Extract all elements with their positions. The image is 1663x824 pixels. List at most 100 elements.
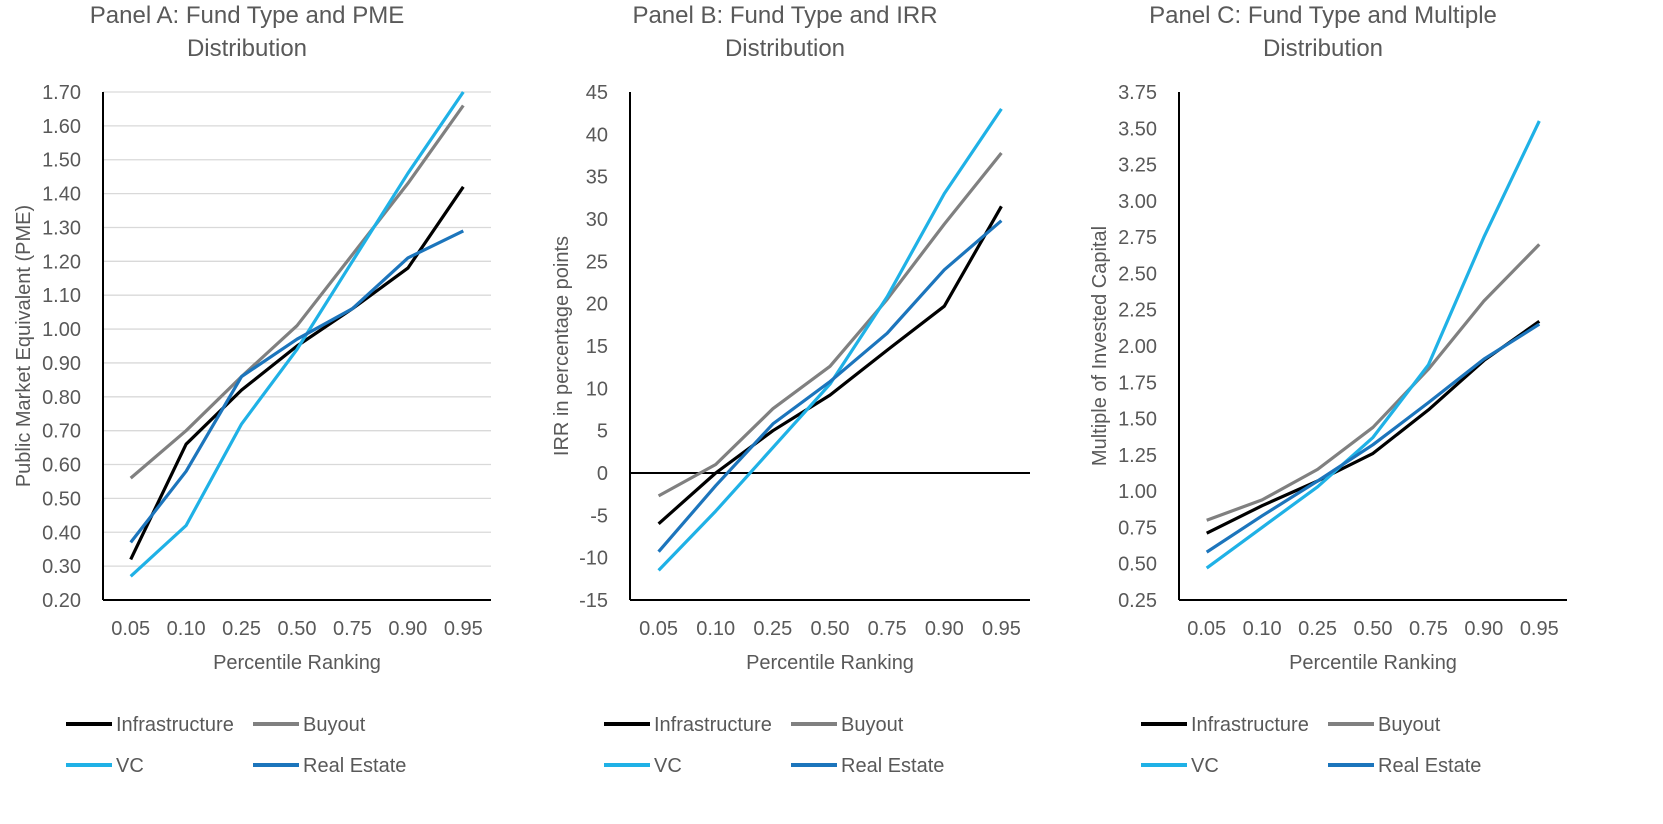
x-tick-label: 0.05 [1187,618,1226,640]
y-tick-label: 2.00 [1118,336,1157,358]
chart-panel-3: Panel C: Fund Type and Multiple Distribut… [1089,2,1567,777]
x-tick-label: 0.25 [753,618,792,640]
y-tick-label: 1.25 [1118,445,1157,467]
x-tick-label: 0.05 [639,618,678,640]
x-tick-label: 0.90 [388,618,427,640]
legend-label: Infrastructure [116,714,234,736]
y-tick-label: 2.50 [1118,263,1157,285]
x-axis-title: Percentile Ranking [746,652,914,674]
y-tick-label: 3.50 [1118,118,1157,140]
y-tick-label: 0.30 [42,556,81,578]
y-tick-label: 3.75 [1118,82,1157,104]
legend-label: VC [1191,755,1219,777]
y-tick-label: 0.40 [42,522,81,544]
legend-label: Real Estate [303,755,406,777]
x-tick-label: 0.95 [982,618,1021,640]
x-tick-label: 0.50 [1354,618,1393,640]
legend: Infrastructure Buyout VC Real Estate [1141,714,1481,777]
chart-title-line: Distribution [1263,35,1383,62]
x-tick-label: 0.05 [111,618,150,640]
chart-panel-2: Panel B: Fund Type and IRR Distribution -1… [551,2,1030,777]
chart-panel-1: Panel A: Fund Type and PME Distribution 0.… [13,2,491,777]
x-axis-title: Percentile Ranking [1289,652,1457,674]
legend-label: Infrastructure [654,714,772,736]
y-tick-label: 1.30 [42,217,81,239]
x-tick-label: 0.50 [278,618,317,640]
y-tick-label: 40 [586,124,608,146]
y-tick-label: 45 [586,82,608,104]
y-tick-label: 1.70 [42,82,81,104]
legend-label: VC [116,755,144,777]
y-tick-label: 0.50 [42,488,81,510]
y-tick-label: -10 [579,548,608,570]
x-axis-title: Percentile Ranking [213,652,381,674]
x-tick-label: 0.10 [1243,618,1282,640]
y-tick-label: 0.80 [42,387,81,409]
chart-title-line: Distribution [725,35,845,62]
y-tick-label: 0.25 [1118,590,1157,612]
y-tick-label: 0.60 [42,455,81,477]
legend-label: Infrastructure [1191,714,1309,736]
y-tick-label: 0 [597,463,608,485]
x-tick-label: 0.25 [222,618,261,640]
x-tick-label: 0.10 [167,618,206,640]
series-line-vc [1205,120,1541,570]
y-tick-label: 1.10 [42,285,81,307]
y-tick-label: 10 [586,378,608,400]
legend-label: Real Estate [1378,755,1481,777]
y-tick-label: 1.00 [42,319,81,341]
y-tick-label: 0.75 [1118,517,1157,539]
x-tick-label: 0.75 [1409,618,1448,640]
y-tick-label: 2.25 [1118,300,1157,322]
y-tick-label: 20 [586,294,608,316]
series-line-real-estate [1205,322,1541,554]
series-line-buyout [657,151,1003,498]
legend: Infrastructure Buyout VC Real Estate [66,714,406,777]
chart-title-line: Panel B: Fund Type and IRR [632,2,937,29]
x-tick-label: 0.95 [444,618,483,640]
x-tick-label: 0.90 [1464,618,1503,640]
legend-label: VC [654,755,682,777]
x-tick-label: 0.90 [925,618,964,640]
legend: Infrastructure Buyout VC Real Estate [604,714,944,777]
chart-title-line: Panel C: Fund Type and Multiple [1149,2,1497,29]
y-tick-label: 1.00 [1118,481,1157,503]
chart-title-line: Panel A: Fund Type and PME [90,2,404,29]
y-tick-label: 1.20 [42,251,81,273]
y-tick-label: 1.40 [42,184,81,206]
y-tick-label: 3.00 [1118,191,1157,213]
series-line-infrastructure [129,185,465,561]
y-tick-label: 15 [586,336,608,358]
x-tick-label: 0.25 [1298,618,1337,640]
legend-label: Buyout [303,714,366,736]
x-tick-label: 0.95 [1520,618,1559,640]
y-tick-label: -15 [579,590,608,612]
y-tick-label: 30 [586,209,608,231]
series-line-buyout [1206,243,1541,522]
x-tick-label: 0.10 [696,618,735,640]
y-axis-title: Public Market Equivalent (PME) [13,205,35,487]
y-axis-title: IRR in percentage points [551,236,573,456]
y-tick-label: 25 [586,251,608,273]
y-tick-label: 1.60 [42,116,81,138]
y-tick-label: 5 [597,421,608,443]
series-line-vc [129,91,465,578]
y-tick-label: 0.70 [42,421,81,443]
series-line-real-estate [129,229,465,544]
y-tick-label: 2.75 [1118,227,1157,249]
x-tick-label: 0.75 [868,618,907,640]
y-tick-label: 1.50 [42,150,81,172]
y-axis-title: Multiple of Invested Capital [1089,226,1111,466]
y-tick-label: 1.50 [1118,409,1157,431]
series-line-real-estate [657,219,1003,553]
series-line-infrastructure [657,205,1003,525]
y-tick-label: 0.90 [42,353,81,375]
legend-label: Buyout [841,714,904,736]
y-tick-label: 35 [586,167,608,189]
y-tick-label: 0.50 [1118,554,1157,576]
chart-title-line: Distribution [187,35,307,62]
legend-label: Real Estate [841,755,944,777]
x-tick-label: 0.75 [333,618,372,640]
series-line-vc [657,108,1003,572]
